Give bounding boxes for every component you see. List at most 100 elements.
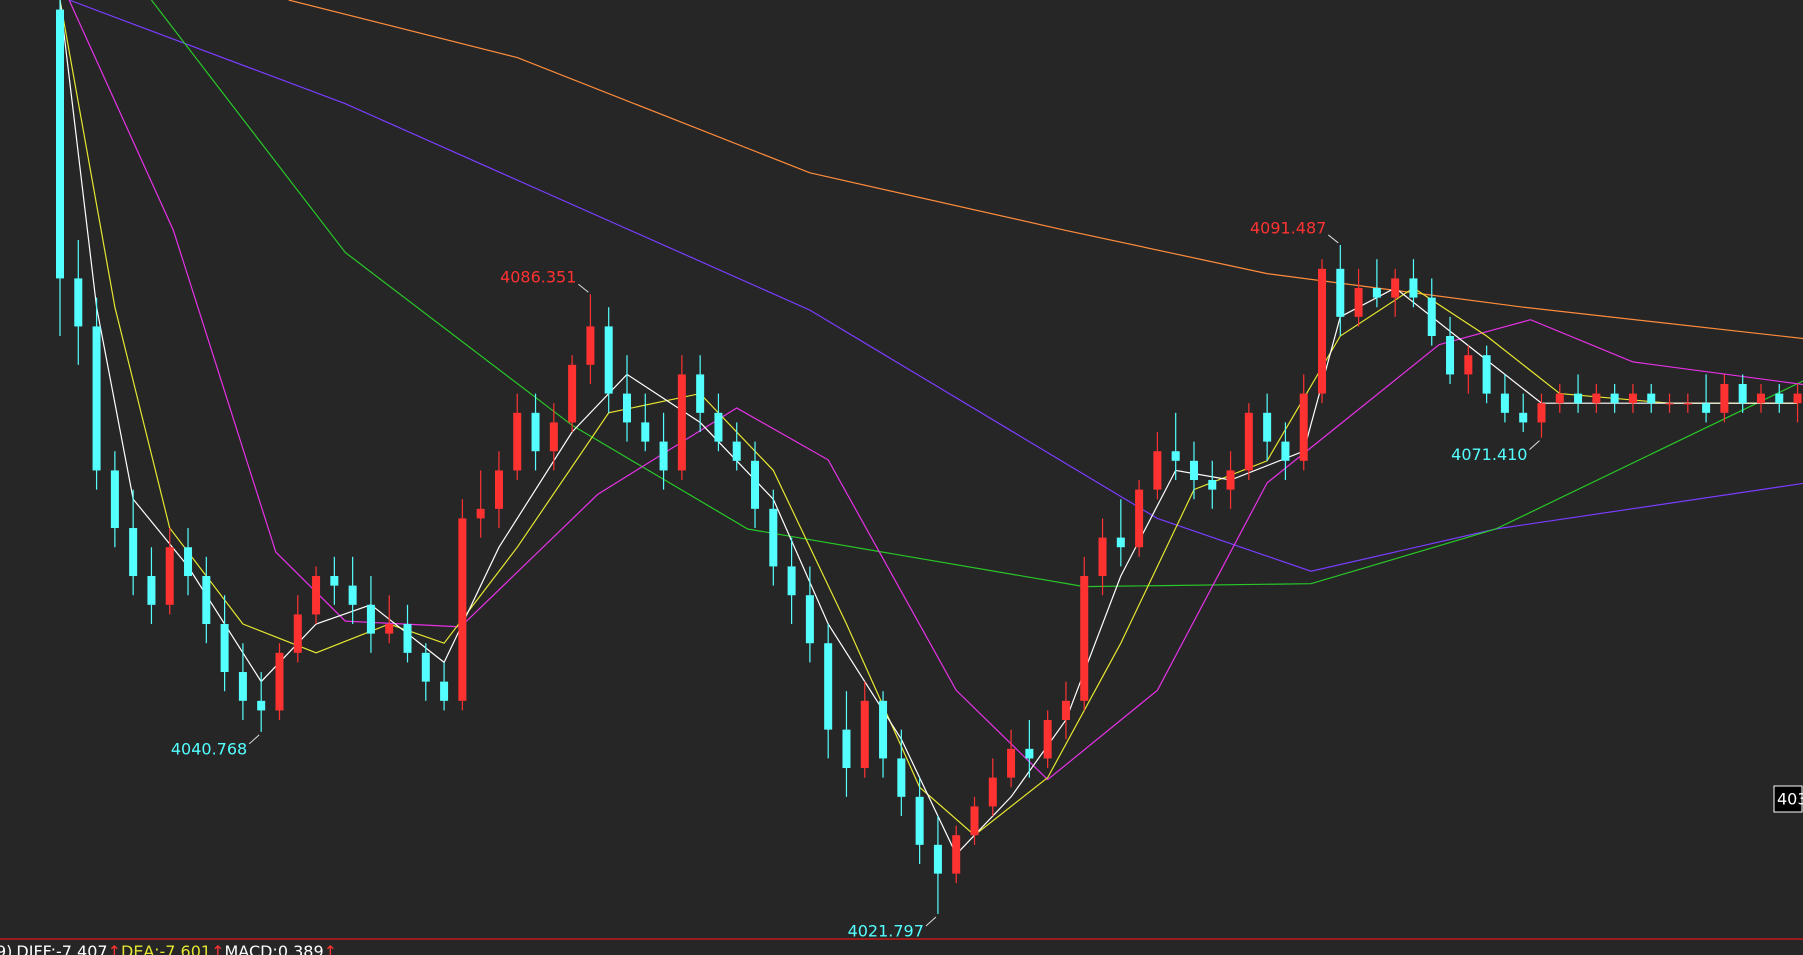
candle-body <box>1299 393 1308 461</box>
candle-body <box>1592 393 1601 404</box>
annotation-arrow <box>1327 234 1339 244</box>
candle-body <box>110 470 119 529</box>
candle-body <box>1537 403 1546 423</box>
candle-body <box>568 364 577 423</box>
candle-body <box>769 508 778 567</box>
legend-prefix: 9) <box>0 942 12 955</box>
candle-body <box>1354 288 1363 317</box>
candle-body <box>312 576 321 615</box>
candle-body <box>586 326 595 365</box>
price-tag: 403 <box>1777 790 1803 809</box>
candle-body <box>366 604 375 634</box>
candle-body <box>220 624 229 673</box>
candle-body <box>1720 384 1729 413</box>
candle-body <box>458 518 467 701</box>
candle-body <box>92 326 101 471</box>
candle-body <box>257 700 266 711</box>
candle-body <box>751 460 760 509</box>
annotation-arrow <box>925 916 937 927</box>
candle-body <box>1080 576 1089 701</box>
candle-body <box>1610 393 1619 404</box>
candle-body <box>184 547 193 577</box>
candle-body <box>915 796 924 845</box>
candle-body <box>549 422 558 452</box>
candle-body <box>1665 403 1674 405</box>
candle-body <box>1025 748 1034 759</box>
candle-body <box>1500 393 1509 413</box>
candle-body <box>824 643 833 730</box>
candle-body <box>56 9 64 279</box>
candle-body <box>933 844 942 874</box>
legend-item: MACD:0.389 <box>224 942 323 955</box>
candle-body <box>1775 393 1784 404</box>
legend-arrow: ↑ <box>108 942 121 955</box>
candle-body <box>1263 412 1272 442</box>
ma-line <box>59 0 1798 856</box>
candle-body <box>476 508 485 519</box>
candle-body <box>1793 393 1802 404</box>
candle-body <box>1281 441 1290 461</box>
candle-body <box>897 758 906 797</box>
candle-body <box>988 777 997 807</box>
extreme-label: 4086.351 <box>500 268 576 287</box>
candle-body <box>1519 412 1528 423</box>
candle-body <box>787 566 796 596</box>
candle-body <box>1372 288 1381 298</box>
candle-body <box>1702 403 1711 413</box>
candle-body <box>1482 355 1491 394</box>
candle-body <box>74 278 83 327</box>
candle-body <box>1446 336 1455 375</box>
candle-body <box>147 576 156 605</box>
candle-body <box>1043 720 1052 759</box>
candle-body <box>842 729 851 769</box>
candle-body <box>732 441 741 461</box>
candle-body <box>1208 480 1217 490</box>
candle-body <box>202 576 211 625</box>
candle-body <box>1007 748 1016 778</box>
candle-body <box>970 806 979 836</box>
extreme-label: 4091.487 <box>1250 218 1326 237</box>
candle-body <box>421 652 430 682</box>
candle-body <box>805 595 814 644</box>
candle-body <box>1336 268 1345 317</box>
ma-line <box>288 0 1803 340</box>
candle-body <box>1427 297 1436 337</box>
candle-body <box>1244 412 1253 471</box>
candle-body <box>348 585 357 605</box>
candle-body <box>238 672 247 701</box>
extreme-label: 4040.768 <box>171 739 247 758</box>
candle-body <box>696 374 705 413</box>
candle-body <box>1756 393 1765 404</box>
candle-body <box>440 681 449 701</box>
candle-body <box>1226 470 1235 490</box>
legend-arrow: ↑ <box>211 942 224 955</box>
extreme-label: 4071.410 <box>1451 445 1527 464</box>
legend-arrow: ↑ <box>324 942 337 955</box>
annotation-arrow <box>248 734 260 745</box>
annotation-arrow <box>1529 440 1540 451</box>
candle-body <box>531 412 540 452</box>
candle-body <box>677 374 686 471</box>
candle-body <box>1135 489 1144 548</box>
price-tag-box <box>1773 785 1803 813</box>
candle-body <box>1391 278 1400 298</box>
ma-line <box>150 0 1803 588</box>
candle-body <box>714 412 723 442</box>
candle-body <box>403 624 412 653</box>
candle-body <box>1647 393 1656 404</box>
candle-body <box>1409 278 1418 298</box>
candle-body <box>622 393 631 423</box>
candle-body <box>1171 451 1180 461</box>
candle-body <box>1061 700 1070 721</box>
candle-body <box>1464 355 1473 375</box>
legend-item: DIFF:-7.407 <box>16 942 107 955</box>
candle-body <box>1153 451 1162 490</box>
candle-body <box>1116 537 1125 548</box>
candle-body <box>659 441 668 471</box>
candle-body <box>641 422 650 442</box>
candle-body <box>513 412 522 471</box>
legend-item: DEA:-7.601 <box>121 942 211 955</box>
candle-body <box>879 700 888 759</box>
